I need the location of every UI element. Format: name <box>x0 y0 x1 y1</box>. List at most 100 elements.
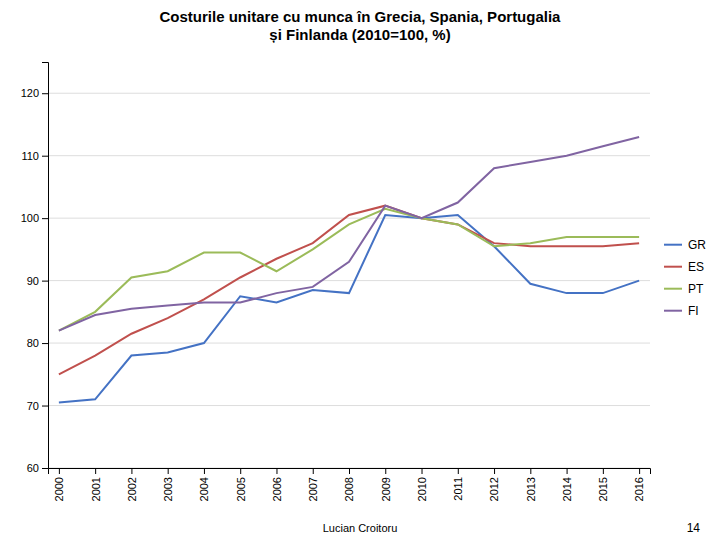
x-tick-label: 2005 <box>235 477 247 501</box>
x-tick-mark <box>422 468 423 474</box>
x-tick-label: 2000 <box>53 477 65 501</box>
legend-item: GR <box>664 238 706 252</box>
x-tick-label: 2001 <box>89 477 101 501</box>
y-tick-mark <box>42 468 48 469</box>
x-tick: 2013 <box>525 468 537 501</box>
x-tick-label: 2003 <box>162 477 174 501</box>
y-tick: 100 <box>21 212 48 224</box>
x-tick-mark <box>458 468 459 474</box>
title-line: Costurile unitare cu munca în Grecia, Sp… <box>160 8 562 25</box>
annotation: 14 <box>687 521 701 535</box>
grid-line <box>48 405 650 406</box>
x-tick-label: 2016 <box>633 477 645 501</box>
legend-label: ES <box>688 260 704 274</box>
x-tick: 2010 <box>416 468 428 501</box>
y-tick: 110 <box>21 150 48 162</box>
title-line: și Finlanda (2010=100, %) <box>269 26 450 43</box>
x-tick: 2007 <box>307 468 319 501</box>
x-tick-mark <box>349 468 350 474</box>
x-tick-mark <box>168 468 169 474</box>
x-tick-mark <box>95 468 96 474</box>
x-tick-mark <box>240 468 241 474</box>
x-tick-mark <box>494 468 495 474</box>
y-tick-label: 70 <box>27 400 39 412</box>
x-tick: 2014 <box>561 468 573 501</box>
y-tick-label: 90 <box>27 275 39 287</box>
legend: GR ES PT FI <box>664 238 706 318</box>
y-tick: 90 <box>27 275 48 287</box>
y-tick: 120 <box>21 87 48 99</box>
legend-label: FI <box>688 304 699 318</box>
x-tick-label: 2015 <box>597 477 609 501</box>
x-tick: 2012 <box>488 468 500 501</box>
x-tick-mark <box>385 468 386 474</box>
legend-label: GR <box>688 238 706 252</box>
x-tick: 2011 <box>452 468 464 501</box>
series-line <box>59 137 639 331</box>
y-tick-mark <box>42 156 48 157</box>
x-tick: 2016 <box>633 468 645 501</box>
legend-item: ES <box>664 260 704 274</box>
x-tick-mark <box>204 468 205 474</box>
x-tick: 2015 <box>597 468 609 501</box>
x-tick: 2005 <box>235 468 247 501</box>
x-label: Lucian Croitoru <box>323 522 398 534</box>
y-tick: 70 <box>27 400 48 412</box>
x-axis-line <box>49 469 651 475</box>
y-axis-line <box>42 63 49 469</box>
x-tick-label: 2008 <box>343 477 355 501</box>
x-tick-mark <box>530 468 531 474</box>
x-tick: 2000 <box>53 468 65 501</box>
x-tick-label: 2002 <box>126 477 138 501</box>
x-tick-mark <box>276 468 277 474</box>
x-tick-label: 2012 <box>488 477 500 501</box>
x-tick-label: 2010 <box>416 477 428 501</box>
x-tick-label: 2004 <box>198 477 210 501</box>
series-line <box>59 215 639 402</box>
x-tick-label: 2007 <box>307 477 319 501</box>
lines <box>59 137 639 402</box>
x-tick: 2003 <box>162 468 174 501</box>
x-tick: 2002 <box>126 468 138 501</box>
y-tick-label: 100 <box>21 212 39 224</box>
y-tick-mark <box>42 343 48 344</box>
grid-line <box>48 280 650 281</box>
y-tick-mark <box>42 281 48 282</box>
x-tick: 2008 <box>343 468 355 501</box>
x-tick-mark <box>131 468 132 474</box>
chart-svg: 2000 2001 2002 2003 2004 2005 2006 2007 2008 2009… <box>0 0 720 540</box>
y-tick-label: 110 <box>21 150 39 162</box>
y-grid <box>48 93 650 468</box>
legend-swatch <box>664 244 682 246</box>
x-tick-label: 2006 <box>271 477 283 501</box>
y-tick-mark <box>42 93 48 94</box>
grid-line <box>48 218 650 219</box>
y-tick-label: 60 <box>27 462 39 474</box>
legend-swatch <box>664 266 682 268</box>
x-tick: 2006 <box>271 468 283 501</box>
x-tick-label: 2014 <box>561 477 573 501</box>
y-tick-mark <box>42 406 48 407</box>
x-tick-label: 2013 <box>525 477 537 501</box>
x-tick: 2004 <box>198 468 210 501</box>
x-tick-label: 2011 <box>452 477 464 501</box>
x-tick-mark <box>59 468 60 474</box>
y-tick-label: 80 <box>27 337 39 349</box>
grid-line <box>48 343 650 344</box>
x-tick-label: 2009 <box>380 477 392 501</box>
x-tick-mark <box>313 468 314 474</box>
chart-container: 2000 2001 2002 2003 2004 2005 2006 2007 2008 2009… <box>0 0 720 540</box>
y-tick: 60 <box>27 462 48 474</box>
series-line <box>59 206 639 375</box>
grid-line <box>48 93 650 94</box>
y-tick-label: 120 <box>21 87 39 99</box>
legend-label: PT <box>688 282 704 296</box>
x-tick-mark <box>639 468 640 474</box>
y-tick-mark <box>42 218 48 219</box>
x-tick-mark <box>567 468 568 474</box>
legend-item: FI <box>664 304 699 318</box>
legend-item: PT <box>664 282 704 296</box>
x-tick-mark <box>603 468 604 474</box>
y-axis: 60 70 80 90 100 110 120 <box>21 63 49 475</box>
y-tick: 80 <box>27 337 48 349</box>
